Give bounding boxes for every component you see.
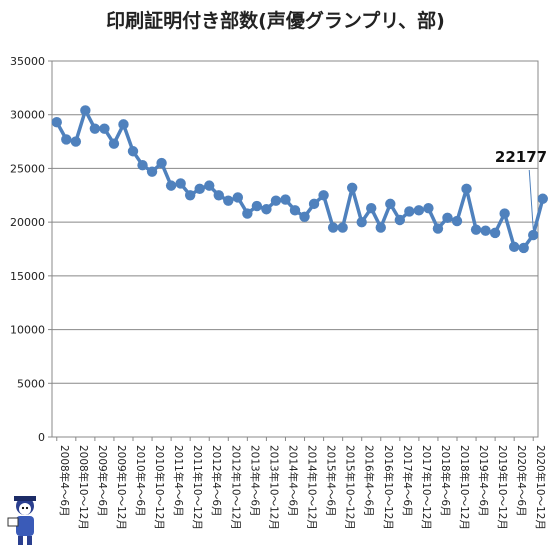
data-point — [413, 205, 425, 216]
plot-area — [51, 60, 539, 438]
x-tick-label: 2013年10～12月 — [267, 445, 280, 530]
data-point — [451, 215, 463, 227]
x-tick-label: 2010年4～6月 — [134, 445, 147, 517]
chart-title: 印刷証明付き部数(声優グランプリ、部) — [106, 10, 445, 32]
x-tick-label: 2016年10～12月 — [382, 445, 395, 530]
x-tick-label: 2020年4～6月 — [515, 445, 528, 517]
x-tick-label: 2016年4～6月 — [363, 445, 376, 517]
data-point — [232, 192, 244, 203]
x-tick-label: 2009年4～6月 — [96, 445, 109, 517]
data-point — [137, 160, 148, 171]
data-point — [308, 198, 320, 210]
data-point — [318, 190, 329, 201]
data-point — [470, 224, 482, 235]
data-point — [518, 242, 529, 254]
data-point — [127, 146, 139, 157]
x-tick-label: 2019年10～12月 — [496, 445, 509, 530]
x-tick-label: 2008年4～6月 — [58, 445, 71, 517]
data-point — [337, 222, 348, 233]
data-point — [184, 190, 196, 201]
x-tick-label: 2012年10～12月 — [229, 445, 242, 530]
y-tick-label: 20000 — [10, 216, 45, 229]
x-tick-label: 2014年4～6月 — [286, 445, 299, 517]
data-point — [213, 190, 224, 201]
x-tick-label: 2015年4～6月 — [325, 445, 338, 517]
x-tick-label: 2017年4～6月 — [401, 445, 414, 517]
data-point — [375, 222, 386, 233]
data-point — [156, 157, 167, 169]
data-point — [394, 214, 406, 226]
data-point — [108, 138, 120, 149]
x-tick-label: 2019年4～6月 — [477, 445, 490, 517]
data-point — [461, 183, 472, 195]
data-point — [251, 200, 263, 212]
x-tick-label: 2012年4～6月 — [210, 445, 223, 517]
data-point — [223, 195, 234, 206]
x-tick-label: 2018年10～12月 — [458, 445, 471, 530]
data-point — [70, 136, 82, 147]
annotation-leader — [528, 169, 534, 230]
data-point — [508, 241, 520, 253]
y-tick-label: 30000 — [10, 109, 45, 122]
data-point — [261, 204, 272, 215]
x-tick-label: 2020年10～12月 — [534, 445, 547, 530]
data-point — [80, 105, 91, 116]
data-point — [51, 117, 62, 128]
data-point — [537, 193, 548, 204]
data-point — [146, 166, 158, 177]
data-point — [299, 211, 310, 222]
x-tick-label: 2018年4～6月 — [439, 445, 452, 517]
data-point — [280, 194, 291, 205]
data-point — [194, 183, 205, 195]
data-point — [61, 134, 72, 145]
data-point — [404, 206, 415, 217]
data-point — [242, 208, 253, 219]
data-point — [499, 208, 510, 219]
y-tick-label: 10000 — [10, 324, 45, 337]
data-point — [423, 202, 434, 214]
y-tick-label: 0 — [38, 431, 45, 444]
x-tick-label: 2009年10～12月 — [115, 445, 128, 530]
x-tick-label: 2008年10～12月 — [77, 445, 90, 530]
y-tick-label: 5000 — [17, 377, 45, 390]
x-tick-label: 2013年4～6月 — [248, 445, 261, 517]
x-tick-label: 2011年10～12月 — [191, 445, 204, 530]
series-line — [55, 108, 545, 250]
x-tick-label: 2015年10～12月 — [344, 445, 357, 530]
data-point — [442, 212, 453, 224]
y-tick-label: 15000 — [10, 270, 45, 283]
mascot-logo — [7, 496, 36, 545]
data-point — [432, 223, 444, 234]
y-tick-label: 25000 — [10, 162, 45, 175]
data-point — [99, 123, 110, 134]
data-point — [270, 195, 282, 206]
data-label-last: 22177 — [495, 148, 547, 166]
data-point — [204, 180, 215, 191]
data-point — [385, 198, 396, 210]
data-point — [118, 119, 129, 130]
data-point — [327, 222, 339, 233]
x-tick-label: 2014年10～12月 — [306, 445, 319, 530]
y-tick-label: 35000 — [10, 55, 45, 68]
data-point — [165, 180, 177, 191]
x-tick-label: 2011年4～6月 — [172, 445, 185, 517]
data-point — [89, 123, 101, 134]
data-point — [175, 178, 186, 189]
data-point — [480, 225, 491, 236]
data-point — [289, 205, 301, 216]
x-tick-label: 2017年10～12月 — [420, 445, 433, 530]
x-tick-label: 2010年10～12月 — [153, 445, 166, 530]
data-point — [489, 227, 501, 239]
data-point — [366, 202, 377, 214]
data-point — [528, 229, 539, 241]
data-point — [346, 182, 358, 193]
data-point — [356, 216, 367, 228]
